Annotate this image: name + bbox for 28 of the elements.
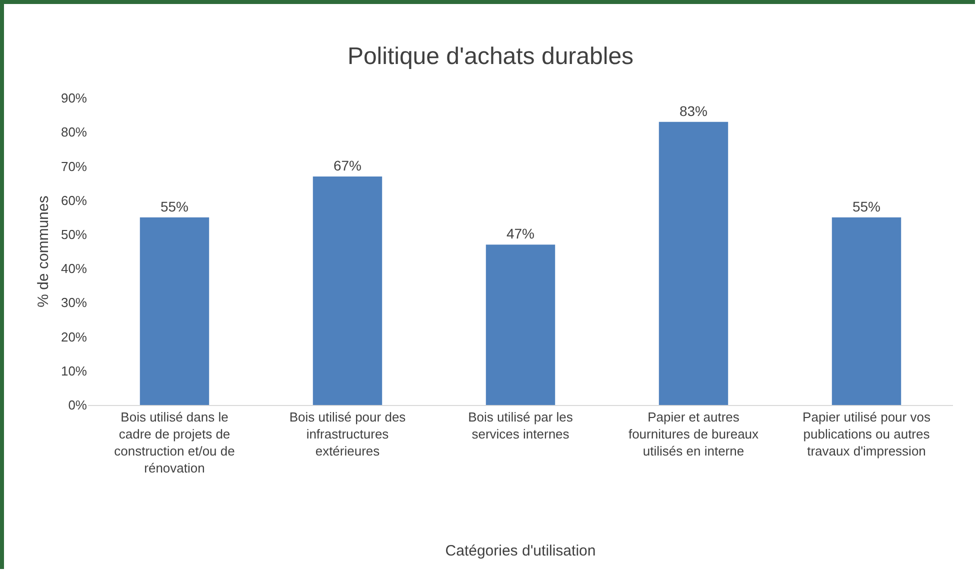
x-tick-label: Bois utilisé pour des infrastructures extérieures xyxy=(289,410,406,458)
x-tick-label: Bois utilisé dans le cadre de projets de construction et/ou de rénovation xyxy=(114,410,235,476)
bar xyxy=(658,122,728,405)
y-axis-title: % de communes xyxy=(35,196,52,308)
y-tick-label: 20% xyxy=(60,329,88,344)
data-label: 55% xyxy=(160,198,189,214)
y-tick-label: 0% xyxy=(68,398,88,413)
data-label: 55% xyxy=(852,198,881,214)
x-axis-title: Catégories d'utilisation xyxy=(445,542,596,560)
y-tick-label: 80% xyxy=(60,124,88,140)
y-tick-label: 10% xyxy=(60,363,88,378)
y-tick-label: 50% xyxy=(60,226,88,242)
data-label: 47% xyxy=(506,226,535,242)
y-tick-label: 70% xyxy=(60,158,88,174)
bar xyxy=(486,244,556,405)
bar xyxy=(140,217,210,405)
y-tick-label: 90% xyxy=(60,90,88,106)
bar xyxy=(312,176,382,405)
y-tick-label: 40% xyxy=(60,261,88,276)
data-label: 67% xyxy=(333,157,362,174)
y-tick-label: 30% xyxy=(60,295,88,310)
data-label: 83% xyxy=(679,102,708,119)
bar xyxy=(832,217,902,405)
chart-title: Politique d'achats durables xyxy=(347,43,634,70)
x-tick-label: Papier et autres fournitures de bureaux utilisés en interne xyxy=(628,410,760,458)
x-tick-label: Papier utilisé pour vos publications ou autres travaux d'impression xyxy=(802,410,931,458)
x-tick-label: Bois utilisé par les services internes xyxy=(468,410,574,442)
y-tick-label: 60% xyxy=(60,192,88,208)
